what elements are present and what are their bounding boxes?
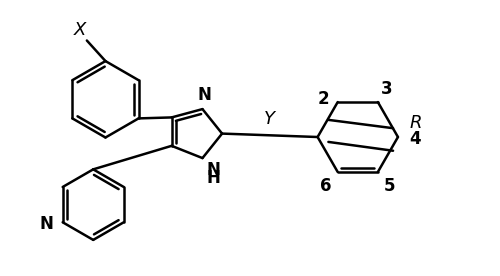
Text: $\mathbf{6}$: $\mathbf{6}$ (319, 177, 332, 195)
Text: $\mathbf{5}$: $\mathbf{5}$ (383, 177, 395, 195)
Text: $\mathbf{H}$: $\mathbf{H}$ (206, 169, 221, 187)
Text: $\it{Y}$: $\it{Y}$ (263, 110, 277, 128)
Text: $\mathbf{2}$: $\mathbf{2}$ (317, 90, 329, 108)
Text: $\mathbf{N}$: $\mathbf{N}$ (206, 161, 221, 179)
Text: $\mathbf{N}$: $\mathbf{N}$ (197, 86, 212, 104)
Text: $\mathbf{3}$: $\mathbf{3}$ (380, 80, 392, 98)
Text: $\mathbf{4}$: $\mathbf{4}$ (408, 131, 422, 148)
Text: $\it{R}$: $\it{R}$ (408, 114, 422, 132)
Text: $\it{X}$: $\it{X}$ (73, 20, 88, 39)
Text: $\mathbf{N}$: $\mathbf{N}$ (40, 215, 54, 233)
